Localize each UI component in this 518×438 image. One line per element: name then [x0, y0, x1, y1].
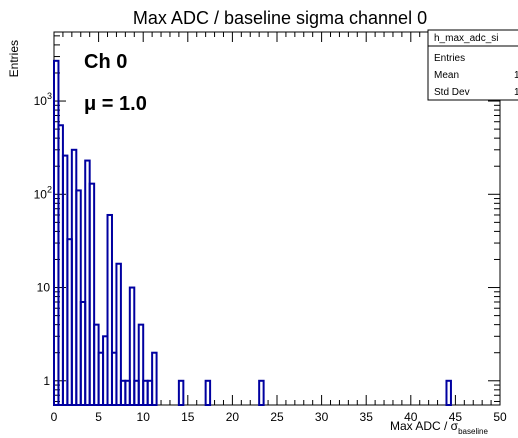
stats-stddev-value: 1 — [514, 87, 518, 98]
stats-box-name: h_max_adc_si — [434, 33, 498, 44]
x-tick-label: 0 — [51, 410, 58, 424]
histogram-bin — [204, 379, 212, 406]
x-tick-label: 5 — [95, 410, 102, 424]
x-tick-label: 15 — [181, 410, 195, 424]
histogram-bin — [177, 379, 185, 406]
histogram-bin — [137, 323, 145, 406]
y-tick-label: 103 — [34, 91, 52, 108]
y-tick-label: 10 — [37, 281, 51, 295]
histogram-bin — [75, 189, 82, 406]
x-tick-label: 25 — [270, 410, 284, 424]
y-axis-label: Entries — [7, 40, 21, 77]
histogram-bin — [151, 351, 158, 406]
x-tick-label: 30 — [315, 410, 329, 424]
histogram-bin — [88, 182, 96, 406]
stats-box-frame — [427, 29, 518, 101]
x-tick-label: 45 — [449, 410, 463, 424]
x-axis-label: Max ADC / σbaseline — [390, 419, 488, 436]
y-tick-label: 102 — [34, 184, 52, 201]
histogram-bin — [128, 286, 136, 406]
x-tick-label: 50 — [493, 410, 507, 424]
histogram-bin — [258, 379, 265, 406]
stats-stddev-label: Std Dev — [434, 87, 470, 98]
histogram-bin — [106, 213, 113, 406]
x-tick-label: 40 — [404, 410, 418, 424]
channel-annotation: Ch 0 — [84, 51, 127, 73]
histogram-bin — [445, 379, 452, 406]
y-tick-label: 1 — [43, 374, 50, 388]
stats-mean-value: 1 — [514, 70, 518, 81]
stats-entries-label: Entries — [434, 53, 465, 64]
chart-title: Max ADC / baseline sigma channel 0 — [133, 8, 427, 28]
x-axis-label-main: Max ADC / σ — [390, 419, 459, 433]
stats-mean-label: Mean — [434, 70, 459, 81]
x-tick-label: 10 — [137, 410, 151, 424]
histogram-bin — [115, 262, 122, 406]
x-tick-label: 20 — [226, 410, 240, 424]
x-axis-label-subscript: baseline — [458, 427, 488, 436]
stats-box: h_max_adc_si Entries Mean 1 Std Dev 1 — [427, 29, 518, 101]
mu-annotation: μ = 1.0 — [84, 93, 147, 115]
x-tick-label: 35 — [360, 410, 374, 424]
